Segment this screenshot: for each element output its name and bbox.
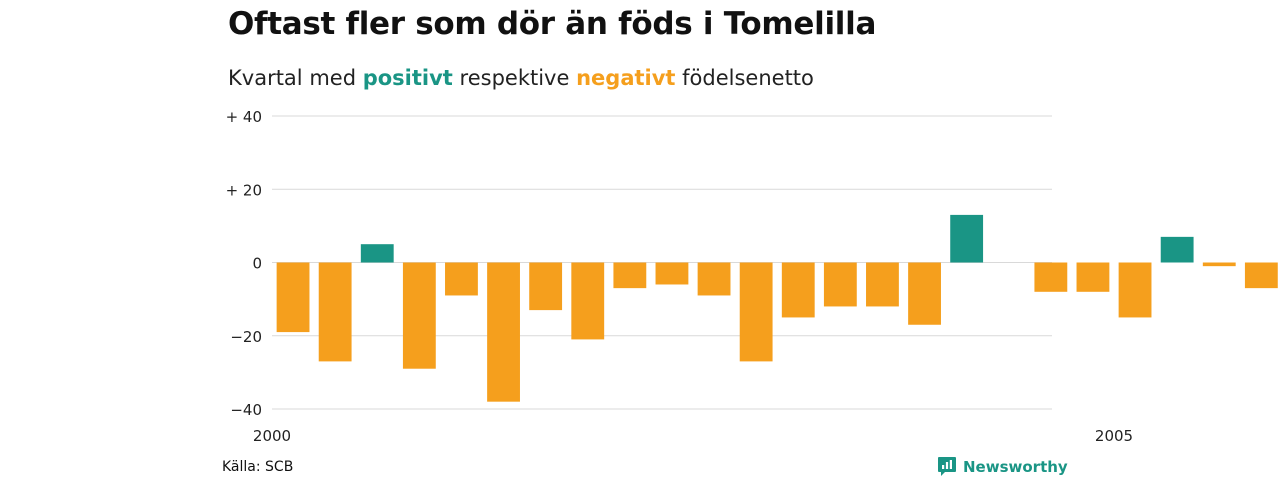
- data-bars: [276, 214, 1278, 402]
- bar-negative: [487, 262, 520, 402]
- bar-negative: [739, 262, 773, 362]
- bar-negative: [823, 262, 857, 307]
- subtitle-text-post: födelsenetto: [682, 66, 814, 90]
- bar-negative: [445, 262, 478, 296]
- x-tick-label: 2005: [1095, 427, 1133, 445]
- bar-negative: [571, 262, 605, 340]
- newsworthy-chart-icon: [938, 457, 956, 476]
- bar-positive: [1160, 236, 1194, 263]
- bar-negative: [781, 262, 815, 318]
- bar-negative: [1244, 262, 1278, 289]
- y-tick-label: + 20: [226, 181, 262, 199]
- y-tick-label: 0: [252, 255, 262, 273]
- subtitle-text-mid: respektive: [459, 66, 570, 90]
- brand-name: Newsworthy: [963, 457, 1068, 476]
- brand-logo: Newsworthy: [937, 456, 1068, 477]
- bar-negative: [1202, 262, 1236, 267]
- x-tick-label: 2000: [253, 427, 291, 445]
- bar-negative: [655, 262, 689, 285]
- bar-positive: [360, 244, 394, 263]
- y-tick-label: −40: [230, 401, 262, 419]
- y-tick-label: + 40: [226, 108, 262, 126]
- x-axis-tick-labels: 20002005201020152020: [253, 427, 1133, 445]
- y-axis-tick-labels: + 40 + 20 0 −20 −40: [226, 108, 262, 419]
- subtitle-text-pre: Kvartal med: [228, 66, 357, 90]
- bar-negative: [1076, 262, 1110, 292]
- bar-negative: [276, 262, 310, 333]
- bar-positive: [950, 214, 984, 263]
- chart-subtitle: Kvartal med positivt respektive negativt…: [228, 66, 814, 90]
- bar-negative: [402, 262, 436, 369]
- chart-title: Oftast fler som dör än föds i Tomelilla: [228, 6, 877, 42]
- bar-negative: [529, 262, 563, 311]
- bar-negative: [697, 262, 731, 296]
- y-tick-label: −20: [230, 328, 262, 346]
- source-note: Källa: SCB: [222, 459, 294, 475]
- bar-negative: [866, 262, 899, 307]
- subtitle-positive-word: positivt: [362, 66, 453, 90]
- bar-negative: [908, 262, 941, 325]
- bar-negative: [1118, 262, 1152, 318]
- bar-negative: [613, 262, 647, 289]
- bar-negative: [1034, 262, 1068, 292]
- bar-negative: [318, 262, 352, 362]
- subtitle-negative-word: negativt: [576, 66, 676, 90]
